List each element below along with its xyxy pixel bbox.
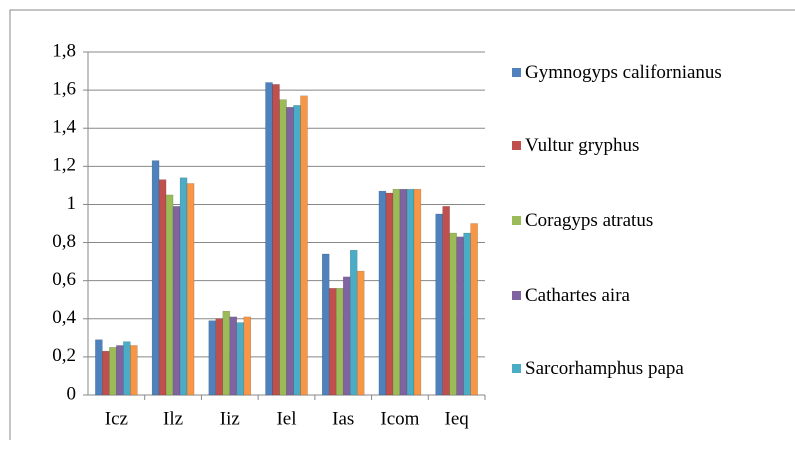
legend-label: Gymnogyps californianus <box>525 62 722 83</box>
bar <box>293 105 301 396</box>
legend-swatch <box>512 68 521 77</box>
bar <box>399 188 408 396</box>
bar <box>102 350 110 396</box>
legend-swatch <box>512 141 521 150</box>
legend-label: Sarcorhamphus papa <box>525 358 684 379</box>
bar <box>321 253 330 396</box>
chart-border <box>9 9 795 440</box>
bar <box>95 339 103 396</box>
bar <box>109 347 117 396</box>
legend-swatch <box>512 291 521 300</box>
bar <box>172 206 181 396</box>
bar <box>165 194 174 396</box>
bar <box>236 322 245 396</box>
x-tick-label: Ilz <box>163 408 183 429</box>
bar <box>130 345 138 396</box>
bar <box>222 310 231 396</box>
x-tick-label: Ieq <box>445 408 470 429</box>
bar <box>116 345 124 396</box>
bar <box>286 107 294 396</box>
legend-swatch <box>512 216 521 225</box>
bar <box>470 223 478 396</box>
y-tick-label: 0,2 <box>52 345 76 366</box>
y-tick-label: 0,4 <box>52 307 76 328</box>
bar <box>435 213 443 396</box>
bar <box>413 188 422 396</box>
legend-item: Coragyps atratus <box>512 208 755 233</box>
bar <box>123 341 131 396</box>
bar <box>279 99 287 396</box>
y-tick-label: 1,4 <box>52 117 76 138</box>
legend-item: Cathartes aira <box>512 283 755 308</box>
x-tick-label: Icom <box>380 408 419 429</box>
bar <box>449 232 457 396</box>
bar <box>229 316 238 396</box>
y-tick-label: 1,8 <box>52 40 76 61</box>
bar <box>392 188 401 396</box>
bar <box>456 236 464 396</box>
bar <box>215 318 224 396</box>
y-tick-label: 1,6 <box>52 78 76 99</box>
bar <box>265 82 273 396</box>
bar <box>300 95 308 396</box>
bar <box>158 179 167 396</box>
bar <box>151 160 160 396</box>
legend-swatch <box>512 364 521 373</box>
y-tick-label: 0 <box>67 383 77 404</box>
bar <box>328 288 337 396</box>
bar <box>378 190 387 396</box>
y-tick-label: 1 <box>67 193 77 214</box>
y-tick-label: 0,8 <box>52 231 76 252</box>
bar <box>442 206 450 396</box>
x-tick-label: Icz <box>105 408 128 429</box>
bar <box>186 183 195 396</box>
x-tick-label: Ias <box>332 408 354 429</box>
legend-item: Sarcorhamphus papa <box>512 356 755 381</box>
bar <box>179 177 188 396</box>
bar <box>349 249 358 396</box>
bar <box>406 188 415 396</box>
x-tick-label: Iel <box>276 408 296 429</box>
bar <box>385 192 394 396</box>
bar <box>356 270 365 396</box>
bar <box>272 84 280 396</box>
legend-label: Coragyps atratus <box>525 210 654 231</box>
legend-item: Vultur gryphus <box>512 133 755 158</box>
bar <box>335 288 344 396</box>
legend-item: Gymnogyps californianus <box>512 60 755 85</box>
bar <box>463 232 471 396</box>
bar <box>243 316 252 396</box>
bar <box>208 320 217 396</box>
x-tick-label: Iiz <box>220 408 240 429</box>
bar <box>342 276 351 396</box>
y-tick-label: 0,6 <box>52 269 76 290</box>
y-tick-label: 1,2 <box>52 155 76 176</box>
legend-label: Vultur gryphus <box>525 135 640 156</box>
legend-label: Cathartes aira <box>525 285 630 306</box>
